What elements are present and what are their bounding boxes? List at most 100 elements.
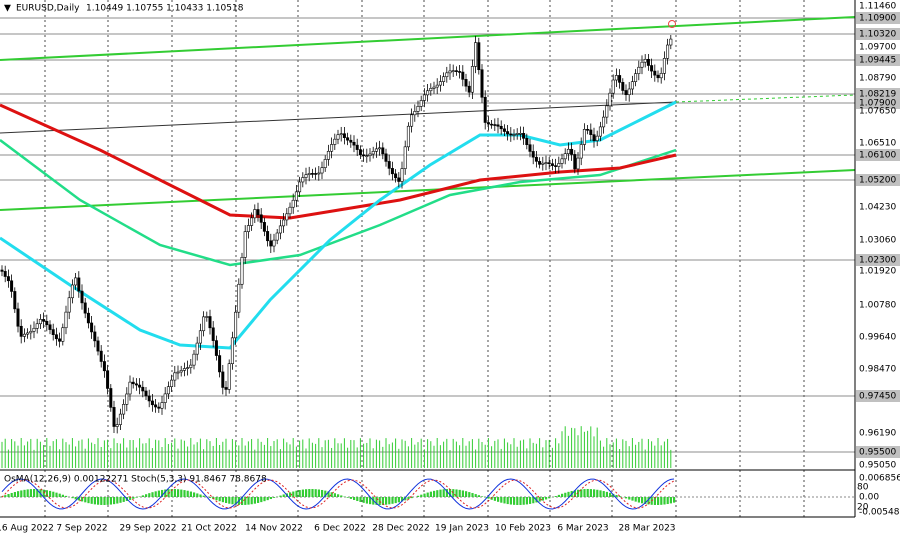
- price-label: 1.11460: [859, 2, 896, 12]
- price-label: 1.09700: [859, 43, 896, 53]
- candle: [170, 379, 174, 387]
- candle: [10, 280, 14, 292]
- osma-bar: [404, 497, 407, 501]
- osma-bar: [429, 491, 432, 497]
- candle: [99, 350, 103, 362]
- price-label: 1.04230: [859, 203, 896, 213]
- osma-bar: [333, 493, 336, 497]
- candle: [467, 85, 471, 93]
- candle: [150, 400, 154, 406]
- osma-bar: [557, 494, 560, 497]
- osma-bar: [29, 489, 32, 497]
- candle: [0, 269, 4, 272]
- candle: [64, 311, 68, 329]
- price-label: 1.01920: [859, 267, 896, 277]
- candle: [624, 90, 628, 96]
- osma-bar: [106, 497, 109, 505]
- candle: [80, 290, 84, 304]
- date-label: 29 Sep 2022: [119, 524, 176, 534]
- candle: [525, 138, 529, 146]
- grid: [44, 0, 805, 517]
- osma-bar: [324, 490, 327, 497]
- candle: [227, 363, 231, 390]
- osma-bar: [625, 497, 628, 499]
- osma-bar: [599, 490, 602, 497]
- candle: [304, 174, 308, 178]
- candle: [195, 342, 199, 355]
- osma-bar: [468, 492, 471, 497]
- candle: [179, 370, 183, 373]
- osma-bar: [602, 491, 605, 497]
- osma-bar: [391, 497, 394, 504]
- osma-bar: [257, 497, 260, 503]
- osma-bar: [45, 490, 48, 497]
- candle: [122, 404, 126, 415]
- osma-bar: [340, 495, 343, 497]
- price-box: [856, 97, 900, 109]
- osma-bar: [314, 489, 317, 497]
- candle: [378, 147, 382, 150]
- osma-bar: [228, 497, 231, 504]
- osma-bar: [474, 494, 477, 497]
- candle: [554, 165, 558, 167]
- candle: [74, 277, 78, 286]
- osma-bar: [439, 489, 442, 497]
- candle: [141, 386, 145, 392]
- osma-bar: [487, 497, 490, 499]
- price-label: 1.02300: [859, 256, 896, 266]
- osma-bar: [36, 489, 39, 497]
- volume: [1, 426, 672, 468]
- candle: [362, 154, 366, 157]
- candle: [499, 125, 503, 130]
- candle: [646, 58, 650, 66]
- candle: [173, 372, 177, 381]
- osma-bar: [481, 496, 484, 497]
- candle: [538, 161, 542, 165]
- candle: [557, 163, 561, 167]
- osma-bar: [573, 490, 576, 497]
- osma-bar: [148, 493, 151, 497]
- price-box: [856, 28, 900, 40]
- candle: [198, 330, 202, 344]
- price-label: 1.00780: [859, 301, 896, 311]
- candle: [310, 173, 314, 175]
- candle: [176, 371, 180, 374]
- price-label: 0.99640: [859, 333, 896, 343]
- candle: [589, 129, 593, 135]
- candle: [205, 316, 209, 318]
- osma-bar: [647, 497, 650, 505]
- indicator-scale-label: -0.005485: [859, 508, 900, 518]
- osma-bar: [135, 497, 138, 498]
- candle: [253, 209, 257, 219]
- date-label: 28 Mar 2023: [618, 524, 675, 534]
- osma-bar: [583, 489, 586, 497]
- price-label: 0.96190: [859, 429, 896, 439]
- candle: [342, 133, 346, 138]
- price-scale: 1.11460 1.10900 1.10320 1.09700 1.09445 1.087…: [856, 2, 900, 471]
- osma-bar: [564, 492, 567, 497]
- osma-bar: [522, 497, 525, 505]
- candle: [157, 406, 161, 409]
- ma-144: [0, 139, 677, 267]
- osma-bar: [295, 490, 298, 497]
- candle: [294, 191, 298, 201]
- osma-bar: [452, 489, 455, 497]
- candle: [563, 153, 567, 160]
- osma-bar: [353, 497, 356, 500]
- osma-bar: [154, 491, 157, 497]
- osma-bar: [33, 489, 36, 497]
- candle: [602, 116, 606, 128]
- candle: [573, 154, 577, 170]
- candle: [390, 168, 394, 175]
- osma-bar: [666, 497, 669, 505]
- candle: [432, 86, 436, 89]
- candle: [470, 66, 474, 93]
- osma-bar: [609, 492, 612, 497]
- osma-bar: [337, 494, 340, 497]
- price-label: 1.06100: [859, 151, 896, 161]
- osma-bar: [141, 495, 144, 497]
- osma-bar: [673, 497, 676, 503]
- osma-bar: [90, 497, 93, 504]
- candle: [650, 65, 654, 72]
- osma-bar: [225, 497, 228, 503]
